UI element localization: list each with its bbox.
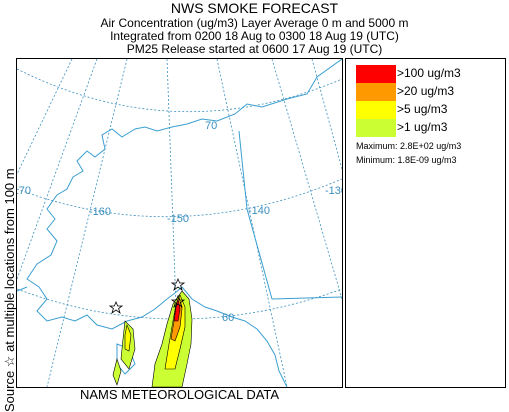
map-title: NWS SMOKE FORECAST (170, 0, 339, 16)
lat-label-60: 60 (222, 312, 234, 324)
release-info: PM25 Release started at 0600 17 Aug 19 (… (126, 42, 383, 56)
star-icon (170, 294, 186, 309)
smoke-plume (112, 290, 193, 387)
source-markers (108, 277, 186, 315)
longitude-line (311, 59, 342, 170)
legend-swatch (356, 101, 396, 119)
plume-west-5ugm3 (124, 323, 132, 352)
legend-label: >20 ug/m3 (397, 84, 455, 98)
legend-item: >20 ug/m3 (356, 83, 496, 101)
concentration-subtitle: Air Concentration (ug/m3) Layer Average … (100, 16, 409, 30)
legend-label: >1 ug/m3 (397, 120, 448, 134)
legend-swatch (356, 83, 396, 101)
legend-label: >100 ug/m3 (397, 66, 461, 80)
border-line (238, 130, 342, 300)
longitude-line (17, 59, 98, 280)
legend-swatch (356, 119, 396, 137)
integration-period: Integrated from 0200 18 Aug to 0300 18 A… (110, 29, 399, 43)
legend-item: >100 ug/m3 (356, 65, 496, 83)
legend-swatch (356, 65, 396, 83)
longitude-line (216, 59, 288, 387)
star-icon (170, 277, 186, 292)
lon-label-130: -130 (325, 185, 342, 197)
minimum-value: Minimum: 1.8E-09 ug/m3 (356, 155, 457, 165)
alaska-coastline (26, 59, 342, 387)
legend-item: >1 ug/m3 (356, 119, 496, 137)
legend-label: >5 ug/m3 (397, 102, 448, 116)
latitude-line-65 (17, 178, 342, 218)
lon-label-170: -170 (17, 185, 31, 197)
longitude-line (17, 59, 73, 175)
star-icon (108, 300, 124, 315)
legend-item: >5 ug/m3 (356, 101, 496, 119)
legend-panel: >100 ug/m3 >20 ug/m3 >5 ug/m3 >1 ug/m3 M… (345, 58, 506, 388)
lon-label-150: -150 (167, 213, 189, 225)
alaska-map[interactable]: 70 60 -170 -160 -150 -140 -130 (17, 59, 342, 387)
island-coast (17, 286, 28, 292)
longitude-line (46, 59, 128, 387)
latitude-line-70 (17, 68, 342, 113)
plume-small-1ugm3 (112, 357, 122, 386)
lon-label-160: -160 (89, 206, 111, 218)
lat-label-70: 70 (205, 120, 217, 132)
longitude-line (166, 59, 180, 387)
longitude-line (271, 59, 342, 300)
lon-label-140: -140 (248, 205, 270, 217)
source-location-label: Source ☆ at multiple locations from 100 … (2, 168, 17, 412)
maximum-value: Maximum: 2.8E+02 ug/m3 (356, 141, 462, 151)
data-source-label: NAMS METEOROLOGICAL DATA (79, 387, 280, 402)
map-panel[interactable]: 70 60 -170 -160 -150 -140 -130 (16, 58, 343, 388)
